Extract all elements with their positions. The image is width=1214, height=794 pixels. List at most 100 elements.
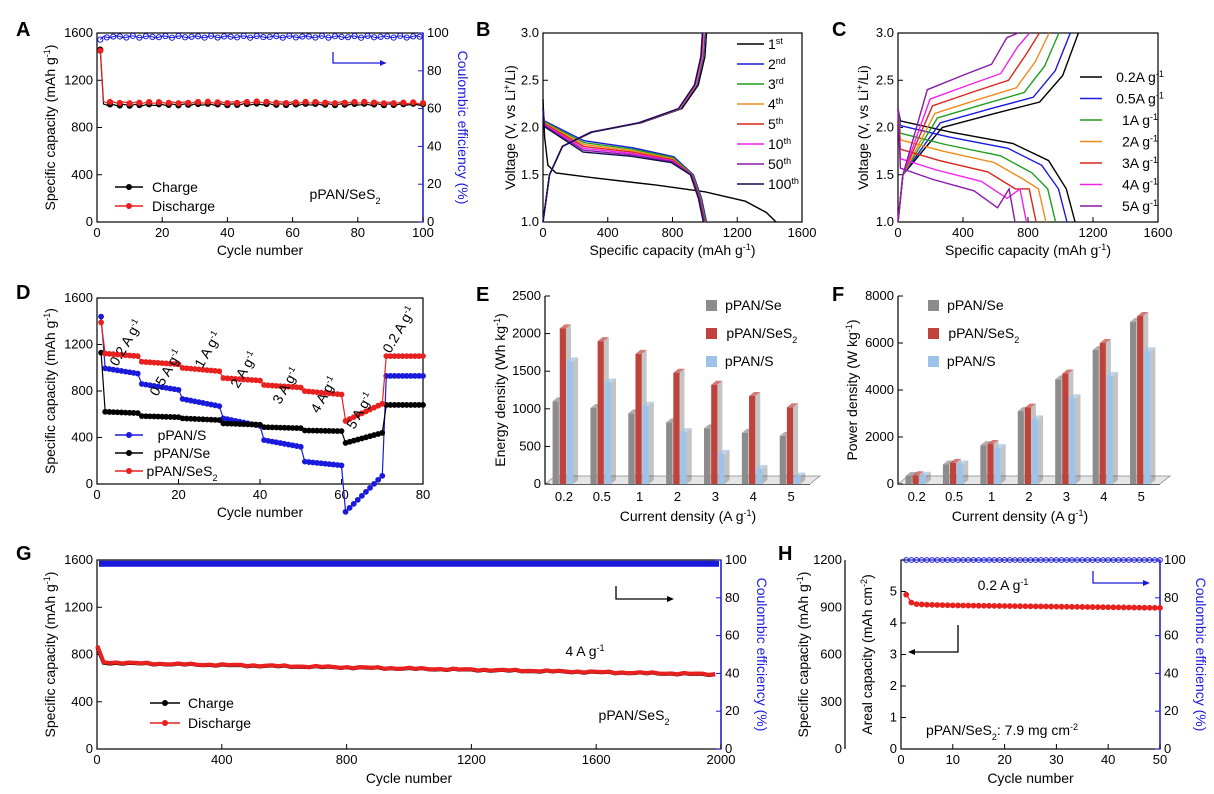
discharge-curve: [542, 108, 707, 223]
y2-tick-label: 100: [1164, 552, 1186, 567]
panel-label: B: [476, 19, 490, 41]
bar-top: [912, 471, 924, 476]
y-tick-label: 8000: [865, 288, 894, 303]
arrowhead: [380, 60, 386, 66]
areal-point: [1001, 603, 1008, 609]
y-axis-label: Specific capacity (mAh g-1): [42, 45, 58, 211]
x-axis-label: Cycle number: [366, 770, 453, 786]
bar-side: [686, 428, 692, 484]
bar: [1017, 411, 1024, 484]
ce-point: [149, 33, 156, 40]
y-tick-label: 4: [890, 615, 897, 630]
areal-point: [1084, 604, 1091, 610]
areal-point: [1037, 603, 1044, 610]
panel-label: A: [16, 19, 30, 41]
x-axis-label: Cycle number: [987, 770, 1074, 786]
capacity-point: [165, 99, 172, 106]
capacity-point: [175, 100, 182, 107]
bar: [1031, 419, 1039, 484]
x-tick-label: 400: [597, 225, 619, 240]
areal-point: [1063, 603, 1070, 610]
y-tick-label: 2.0: [521, 120, 539, 135]
x-tick-label: 40: [253, 487, 267, 502]
legend-label: pPAN/Se: [947, 297, 1004, 313]
x-tick-label: 0.5: [945, 489, 963, 504]
ce-point: [305, 33, 312, 40]
y-axis-label: Power density (W kg-1): [844, 319, 860, 460]
bar-top: [994, 444, 1006, 449]
legend-marker: [162, 720, 168, 726]
y-tick-label: 2000: [865, 429, 894, 444]
bar: [980, 445, 987, 484]
x-tick-label: 4: [750, 489, 757, 504]
y-axis-label: Voltage (V, vs Li+/Li): [855, 65, 871, 190]
legend-label: 2A g-1: [1122, 134, 1158, 150]
legend-marker: [126, 468, 132, 474]
annotation-label: pPAN/SeS2: 7.9 mg cm-2: [926, 722, 1078, 742]
charge-curve: [897, 32, 1019, 223]
rate-line: [100, 352, 423, 444]
rate-point: [420, 402, 426, 408]
rate-point: [98, 319, 104, 326]
areal-point: [1079, 604, 1086, 610]
x-tick-label: 1200: [723, 225, 752, 240]
y-tick-label: 0: [86, 476, 93, 491]
y-tick-label: 6000: [865, 335, 894, 350]
legend-label: 0.5A g-1: [1116, 91, 1164, 107]
label-part: ): [42, 45, 58, 50]
capacity-point: [292, 99, 299, 106]
y-tick-label: 2: [890, 678, 897, 693]
bar: [666, 422, 673, 484]
label-part: 2 A g: [227, 355, 256, 390]
rate-point: [375, 476, 382, 483]
discharge-curve: [897, 108, 1068, 223]
x-tick-label: 20: [171, 487, 185, 502]
rate-label: 0.2 A g-1: [379, 303, 418, 355]
legend-label: pPAN/Se: [154, 445, 211, 461]
ce-point: [384, 33, 391, 40]
bar: [1137, 315, 1144, 484]
areal-point: [924, 601, 930, 608]
y-tick-label: 0: [86, 741, 93, 756]
capacity-point: [146, 98, 153, 106]
ce-point: [234, 34, 241, 41]
rate-point: [134, 410, 141, 416]
rate-point: [354, 496, 361, 503]
rate-point: [379, 429, 386, 436]
rate-point: [342, 508, 349, 515]
bar: [1055, 379, 1062, 484]
x-tick-label: 1600: [582, 752, 611, 767]
rate-point: [297, 384, 304, 391]
x-tick-label: 30: [1049, 752, 1063, 767]
charge-curve: [542, 32, 704, 223]
areal-point: [1027, 603, 1034, 610]
capacity-point: [273, 99, 280, 106]
label-part: 0.2 A g: [379, 310, 414, 355]
legend-label-suffix: th: [791, 176, 799, 186]
rate-point: [134, 353, 141, 360]
bar: [635, 353, 642, 484]
y2-tick-label: 40: [427, 138, 441, 153]
rate-point: [338, 391, 345, 398]
bar: [604, 382, 612, 484]
x-tick-label: 800: [1017, 225, 1039, 240]
legend-label: 4A g-1: [1122, 177, 1158, 193]
label-part: Specific capacity (mAh g: [42, 584, 58, 737]
label-part: Specific capacity (mAh g: [945, 242, 1098, 258]
label-part: pPAN/S: [725, 353, 774, 369]
bar: [957, 464, 964, 484]
y2-tick-label: 80: [427, 63, 441, 78]
bar-top: [749, 392, 761, 397]
capacity-point: [97, 47, 104, 54]
legend-label: pPAN/SeS2: [726, 325, 797, 345]
arrow-right: [1092, 571, 1147, 584]
ce-point: [142, 33, 149, 40]
legend-label: Discharge: [188, 715, 251, 731]
charge-curve: [542, 32, 705, 223]
areal-point: [939, 602, 946, 609]
label-part: -1: [207, 329, 220, 341]
capacity-point: [126, 100, 133, 107]
y-tick-label: 800: [71, 383, 93, 398]
capacity-line: [99, 50, 424, 105]
